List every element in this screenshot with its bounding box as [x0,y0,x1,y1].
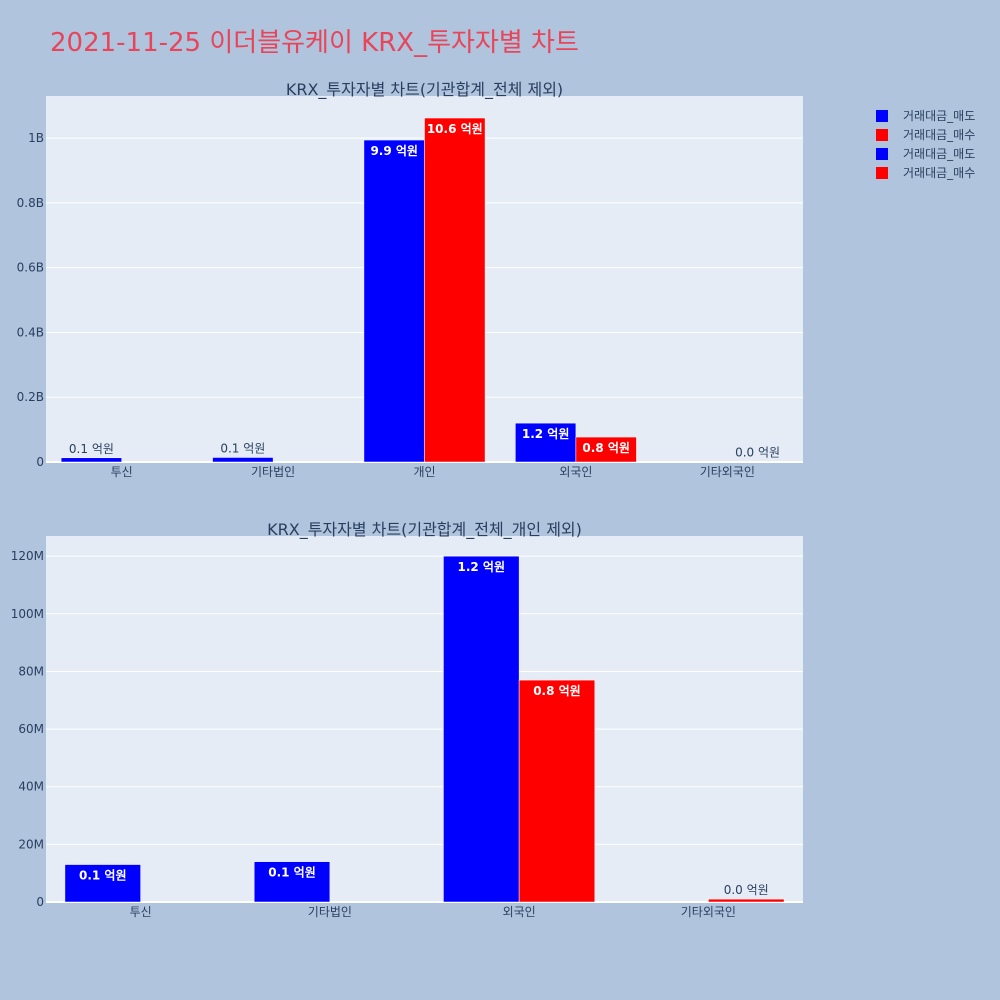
bar [60,457,122,463]
legend-swatch [876,109,888,122]
page-title: 2021-11-25 이더블유케이 KRX_투자자별 차트 [50,28,579,58]
bar [253,861,331,903]
data-label: 0.1 억원 [268,866,316,880]
x-tick-label: 기타법인 [308,905,352,919]
y-tick-label: 0.8B [17,196,44,210]
bar [575,436,637,463]
bar [64,864,141,903]
bar [515,422,577,463]
legend-label: 거래대금_매도 [903,109,976,123]
x-tick-label: 기타외국인 [700,465,755,479]
y-tick-label: 100M [11,607,44,621]
bar [708,898,785,903]
bar [443,555,520,903]
bar [363,139,425,463]
x-tick-label: 투신 [111,465,133,479]
y-tick-label: 60M [18,722,44,736]
x-tick-label: 개인 [413,465,435,479]
legend-item[interactable]: 거래대금_매도 [876,106,975,125]
legend-swatch [876,166,888,179]
legend-swatch [876,128,888,141]
chart-2: 0 20M 40M 60M 80M 100M 120M KRX_투자자별 차트(기관합계_전체… [11,520,803,919]
y-tick-label: 120M [11,549,44,563]
data-label: 0.8 억원 [582,441,630,455]
x-tick-label: 기타외국인 [681,905,736,919]
y-tick-label: 0.2B [17,390,44,404]
legend-label: 거래대금_매수 [903,128,976,142]
data-label: 0.1 억원 [220,441,265,455]
y-tick-label: 0 [36,895,44,909]
data-label: 0.0 억원 [735,446,780,460]
legend-swatch [876,147,888,160]
legend-label: 거래대금_매도 [903,147,976,161]
x-tick-label: 투신 [130,905,152,919]
data-label: 1.2 억원 [458,560,506,574]
legend-item[interactable]: 거래대금_매수 [876,125,975,144]
plot-area [46,536,803,902]
legend: 거래대금_매도 거래대금_매수 거래대금_매도 거래대금_매수 [876,106,975,182]
y-tick-label: 40M [18,780,44,794]
y-tick-label: 0.4B [17,325,44,339]
data-label: 0.0 억원 [724,883,769,897]
y-tick-label: 1B [28,131,44,145]
bar [212,457,274,463]
data-label: 9.9 억원 [370,144,418,158]
y-tick-label: 0 [36,455,44,469]
chart-1: 0 0.2B 0.4B 0.6B 0.8B 1B KRX_투자자별 차트(기관합계_전체 제… [17,80,803,479]
chart-title: KRX_투자자별 차트(기관합계_전체_개인 제외) [267,520,582,540]
legend-item[interactable]: 거래대금_매도 [876,144,975,163]
data-label: 0.1 억원 [69,442,114,456]
data-label: 0.1 억원 [79,869,127,883]
legend-label: 거래대금_매수 [903,166,976,180]
y-tick-label: 0.6B [17,261,44,275]
data-label: 0.8 억원 [533,684,581,698]
data-label: 10.6 억원 [427,122,483,136]
bar [518,679,596,903]
x-tick-label: 외국인 [559,465,592,479]
x-tick-label: 기타법인 [251,465,295,479]
y-tick-label: 80M [18,664,44,678]
x-tick-label: 외국인 [503,905,536,919]
data-label: 1.2 억원 [522,427,570,441]
legend-item[interactable]: 거래대금_매수 [876,163,975,182]
chart-title: KRX_투자자별 차트(기관합계_전체 제외) [286,80,563,100]
bar [424,117,486,463]
y-tick-label: 20M [18,837,44,851]
